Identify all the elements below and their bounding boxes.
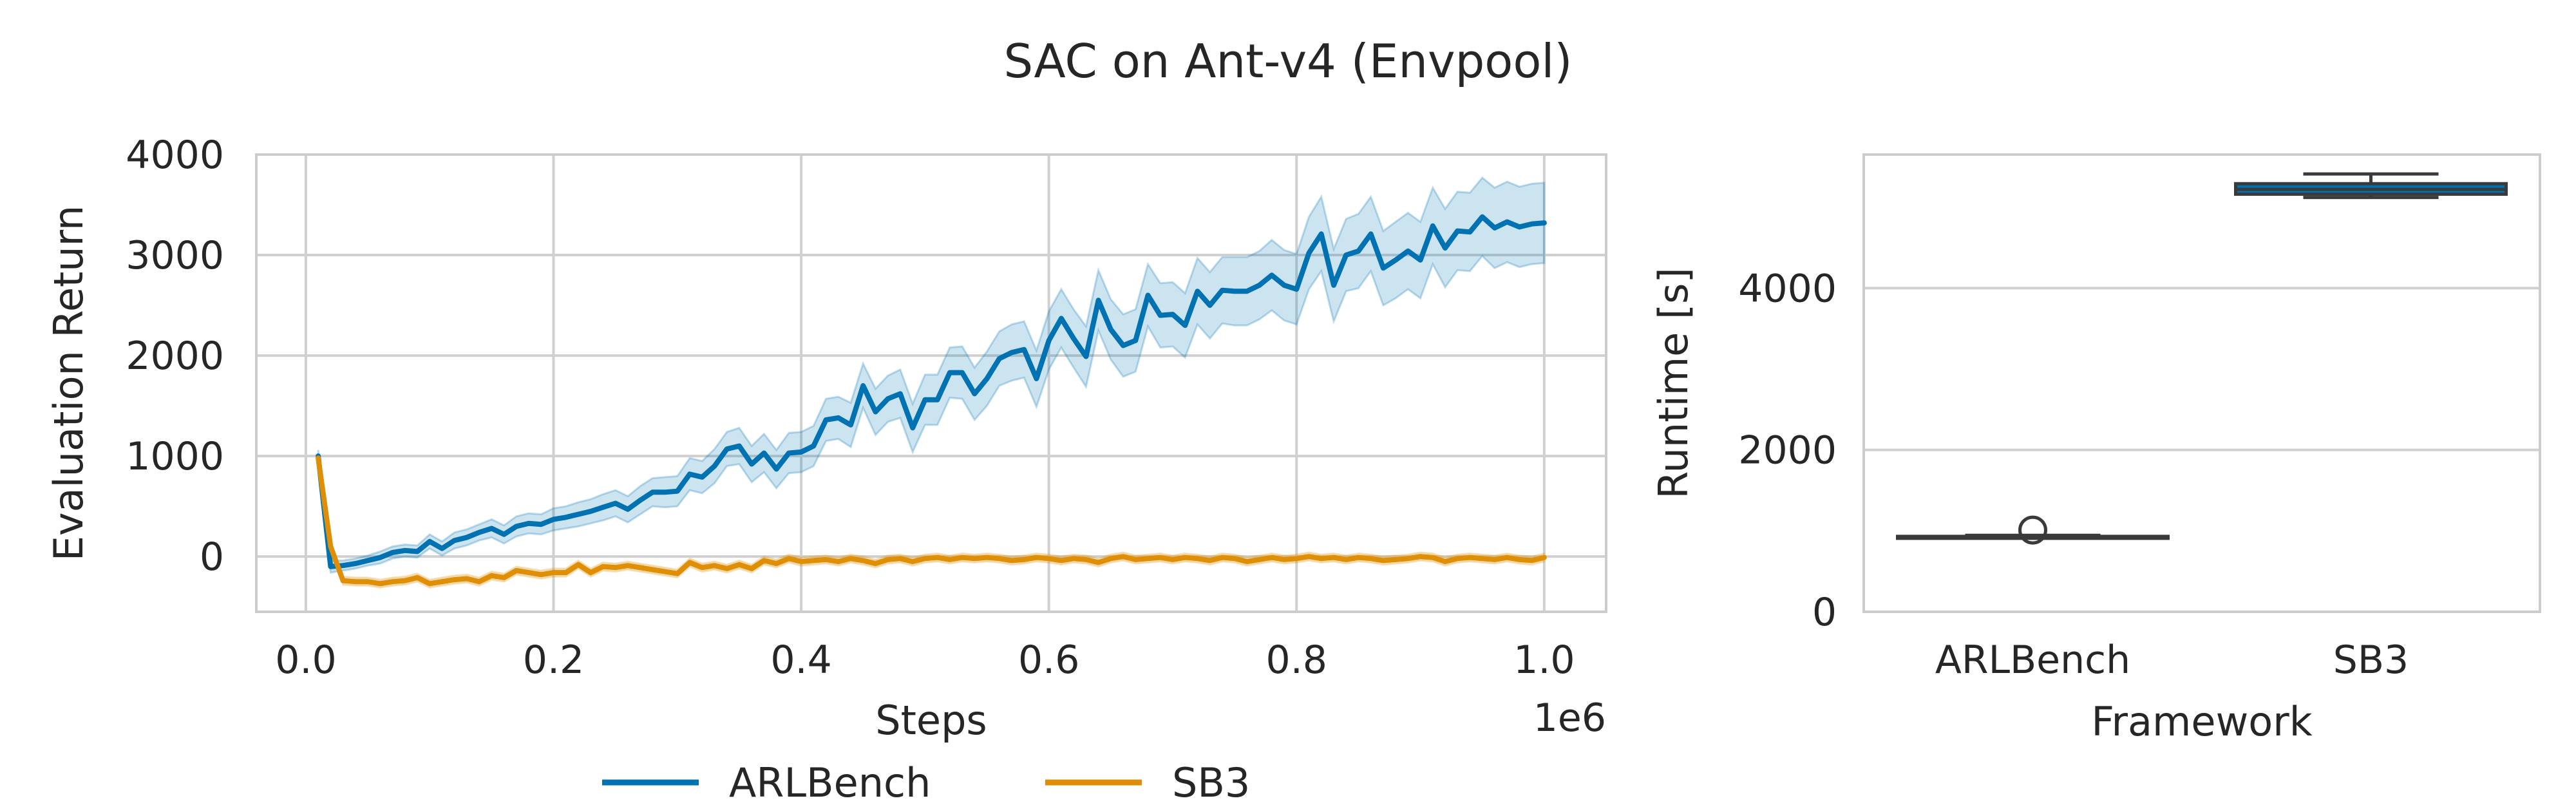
line-chart-x-tick-label: 0.4: [770, 638, 831, 683]
line-chart-y-tick-label: 0: [200, 535, 224, 580]
series-line-arlbench: [316, 214, 1547, 569]
line-chart: 0.0 0.2 0.4 0.6 0.8 1.0 0 1000 2000 3000 4000 Ste…: [45, 133, 1607, 744]
line-chart-x-tick-label: 0.6: [1018, 638, 1079, 683]
box-chart-y-tick-label: 4000: [1738, 266, 1837, 311]
box-chart-x-tick-label: ARLBench: [1935, 638, 2130, 683]
box-chart-boxes: [1896, 172, 2508, 545]
box-chart-y-tick-labels: 0 2000 4000: [1738, 266, 1837, 635]
box-chart-y-tick-label: 2000: [1738, 428, 1837, 473]
line-chart-series-lines: [316, 214, 1547, 587]
line-chart-y-tick-label: 1000: [126, 434, 224, 479]
box-chart: 0 2000 4000 ARLBench SB3 Framework Runtime …: [1650, 153, 2541, 745]
box-outlier-arlbench: [2018, 515, 2047, 545]
line-chart-confidence-bands: [317, 176, 1546, 589]
box-chart-grid: [1864, 287, 2540, 613]
legend: ARLBench SB3: [602, 759, 1250, 805]
line-chart-y-tick-label: 4000: [126, 133, 224, 178]
series-line-sb3: [316, 455, 1547, 587]
line-chart-x-offset-label: 1e6: [1533, 696, 1606, 741]
box-chart-x-tick-label: SB3: [2333, 638, 2409, 683]
line-chart-y-tick-label: 3000: [126, 233, 224, 278]
line-chart-x-tick-label: 0.0: [275, 638, 336, 683]
line-chart-y-axis-label: Evaluation Return: [45, 205, 92, 562]
legend-label-arlbench: ARLBench: [729, 759, 931, 805]
figure-title: SAC on Ant-v4 (Envpool): [1004, 34, 1573, 88]
box-chart-y-axis-label: Runtime [s]: [1650, 267, 1697, 498]
confidence-band-sb3: [317, 453, 1546, 589]
line-chart-y-tick-labels: 0 1000 2000 3000 4000: [126, 133, 224, 580]
box-chart-x-axis-label: Framework: [2091, 698, 2312, 745]
box-chart-frame: [1862, 153, 2541, 613]
line-chart-x-tick-labels: 0.0 0.2 0.4 0.6 0.8 1.0: [275, 638, 1575, 683]
line-chart-x-tick-label: 0.8: [1266, 638, 1327, 683]
line-chart-y-tick-label: 2000: [126, 334, 224, 379]
legend-label-sb3: SB3: [1172, 759, 1250, 805]
confidence-band-arlbench: [317, 176, 1546, 574]
line-chart-x-axis-label: Steps: [875, 697, 987, 744]
box-chart-x-tick-labels: ARLBench SB3: [1935, 638, 2409, 683]
line-chart-x-tick-label: 0.2: [523, 638, 584, 683]
line-chart-frame: [255, 153, 1607, 613]
line-chart-x-tick-label: 1.0: [1513, 638, 1575, 683]
box-chart-y-tick-label: 0: [1812, 590, 1837, 635]
